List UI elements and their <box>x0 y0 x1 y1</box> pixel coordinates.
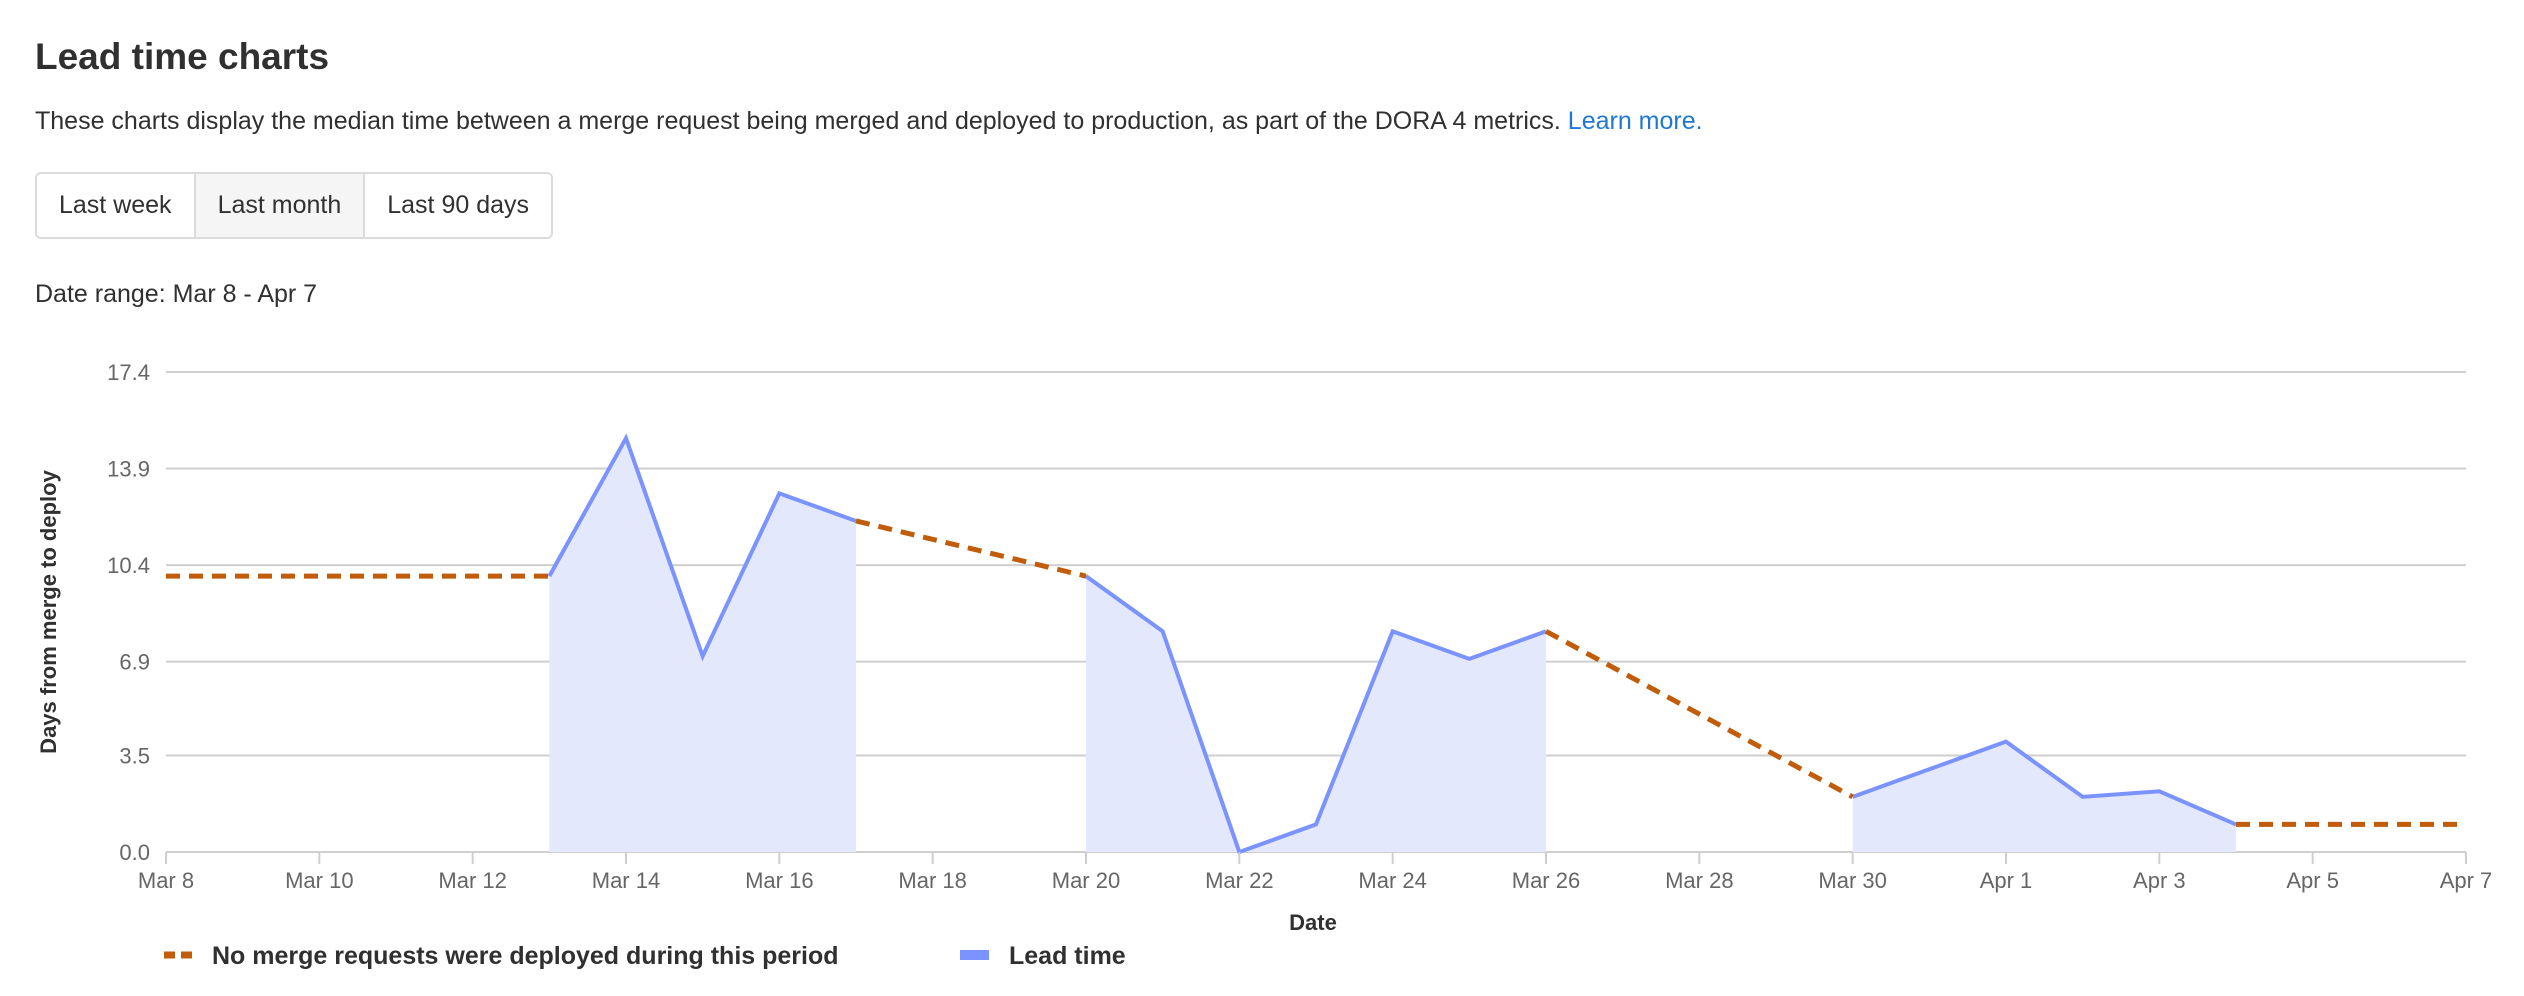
x-tick-label: Mar 26 <box>1512 868 1580 893</box>
x-axis-title: Date <box>1289 910 1337 935</box>
date-range-button-group: Last week Last month Last 90 days <box>35 172 554 239</box>
lead-time-line[interactable] <box>1084 574 1547 855</box>
x-tick-label: Mar 24 <box>1358 868 1426 893</box>
legend: No merge requests were deployed during t… <box>164 942 1126 970</box>
page-title: Lead time charts <box>35 36 330 77</box>
date-range-label: Date range: Mar 8 - Apr 7 <box>35 280 318 308</box>
x-tick-label: Mar 22 <box>1205 868 1273 893</box>
x-tick-label: Apr 5 <box>2286 868 2339 893</box>
lead-time-line[interactable] <box>1851 739 2237 827</box>
legend-item-lead-time[interactable]: Lead time <box>960 942 1126 970</box>
x-tick-label: Mar 28 <box>1665 868 1733 893</box>
last-month-button[interactable]: Last month <box>195 174 366 237</box>
x-tick-label: Mar 20 <box>1052 868 1120 893</box>
y-tick-label: 3.5 <box>119 743 150 768</box>
x-tick-label: Mar 8 <box>138 868 194 893</box>
y-tick-label: 6.9 <box>119 650 150 675</box>
x-tick-label: Mar 30 <box>1818 868 1886 893</box>
solid-line-swatch-icon <box>960 950 989 960</box>
y-axis-title: Days from merge to deploy <box>36 469 61 753</box>
y-tick-label: 0.0 <box>119 840 150 865</box>
legend-label-lead-time: Lead time <box>1009 942 1126 970</box>
x-tick-label: Mar 16 <box>745 868 813 893</box>
no-deploy-dashed-line[interactable] <box>1544 629 1854 800</box>
description-text: These charts display the median time bet… <box>35 107 1561 135</box>
x-tick-label: Apr 1 <box>1980 868 2033 893</box>
x-tick-label: Apr 3 <box>2133 868 2186 893</box>
y-tick-label: 17.4 <box>107 360 150 385</box>
no-deploy-dashed-line[interactable] <box>855 518 1087 579</box>
x-tick-label: Mar 18 <box>898 868 966 893</box>
last-week-button[interactable]: Last week <box>37 174 196 237</box>
lead-time-area <box>1086 576 1546 852</box>
lead-time-line[interactable] <box>547 433 857 662</box>
x-tick-label: Apr 7 <box>2440 868 2493 893</box>
legend-item-no-deploys[interactable]: No merge requests were deployed during t… <box>164 942 839 970</box>
last-90-days-button[interactable]: Last 90 days <box>365 174 552 237</box>
x-tick-label: Mar 10 <box>285 868 353 893</box>
lead-time-area <box>1852 741 2236 852</box>
legend-label-no-deploys: No merge requests were deployed during t… <box>212 942 839 970</box>
x-tick-label: Mar 12 <box>438 868 506 893</box>
x-tick-label: Mar 14 <box>592 868 660 893</box>
y-tick-label: 10.4 <box>107 553 150 578</box>
y-tick-label: 13.9 <box>107 457 150 482</box>
description: These charts display the median time bet… <box>35 107 1703 136</box>
lead-time-area <box>549 438 856 852</box>
learn-more-link[interactable]: Learn more. <box>1567 107 1703 135</box>
